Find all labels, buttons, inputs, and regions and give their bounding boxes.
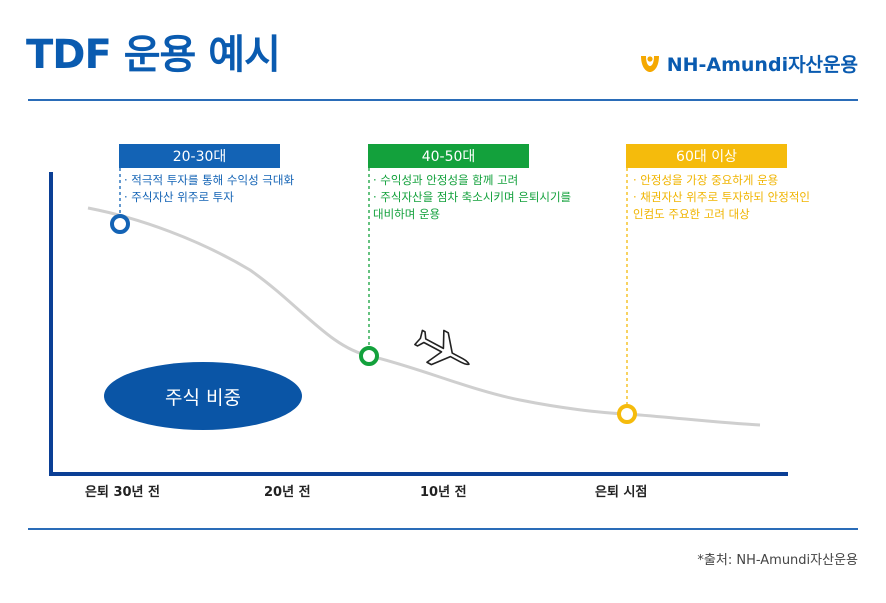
x-label-10y: 10년 전 [420,485,467,500]
stage3-note: · 채권자산 위주로 투자하되 안정적인 [633,190,810,204]
top-divider [28,99,858,101]
stage1-note: · 적극적 투자를 통해 수익성 극대화 [124,173,295,187]
stage1-marker [110,214,130,234]
equity-weight-ellipse [104,362,302,430]
stage2-note: · 수익성과 안정성을 함께 고려 [373,173,519,187]
stage3-note: · 안정성을 가장 중요하게 운용 [633,173,779,187]
stage2-marker [359,346,379,366]
stage3-note: 인컴도 주요한 고려 대상 [633,207,750,221]
airplane-icon [414,329,470,366]
stage2-note: · 주식자산을 점차 축소시키며 은퇴시기를 [373,190,572,204]
stage-tag-40-50: 40-50대 [368,144,529,168]
nh-logo-icon [640,55,659,72]
x-label-20y: 20년 전 [264,485,311,500]
stage2-note: 대비하며 운용 [373,207,441,221]
stage-tag-20-30: 20-30대 [119,144,280,168]
stage-tag-60-plus: 60대 이상 [626,144,787,168]
stage1-note: · 주식자산 위주로 투자 [124,190,234,204]
logo-text: NH-Amundi자산운용 [666,54,858,76]
x-label-retirement: 은퇴 시점 [595,485,648,500]
brand-logo: NH-Amundi자산운용 [639,50,858,77]
bottom-divider [28,528,858,530]
stage3-marker [617,404,637,424]
stage2-notes: · 수익성과 안정성을 함께 고려 · 주식자산을 점차 축소시키며 은퇴시기를… [373,172,571,223]
stage3-notes: · 안정성을 가장 중요하게 운용 · 채권자산 위주로 투자하되 안정적인 인… [633,172,810,223]
x-label-30y: 은퇴 30년 전 [85,485,160,500]
page-title: TDF 운용 예시 [26,32,281,78]
source-note: *출처: NH-Amundi자산운용 [697,553,858,568]
stage1-notes: · 적극적 투자를 통해 수익성 극대화 · 주식자산 위주로 투자 [124,172,294,206]
equity-weight-label: 주식 비중 [165,386,241,409]
